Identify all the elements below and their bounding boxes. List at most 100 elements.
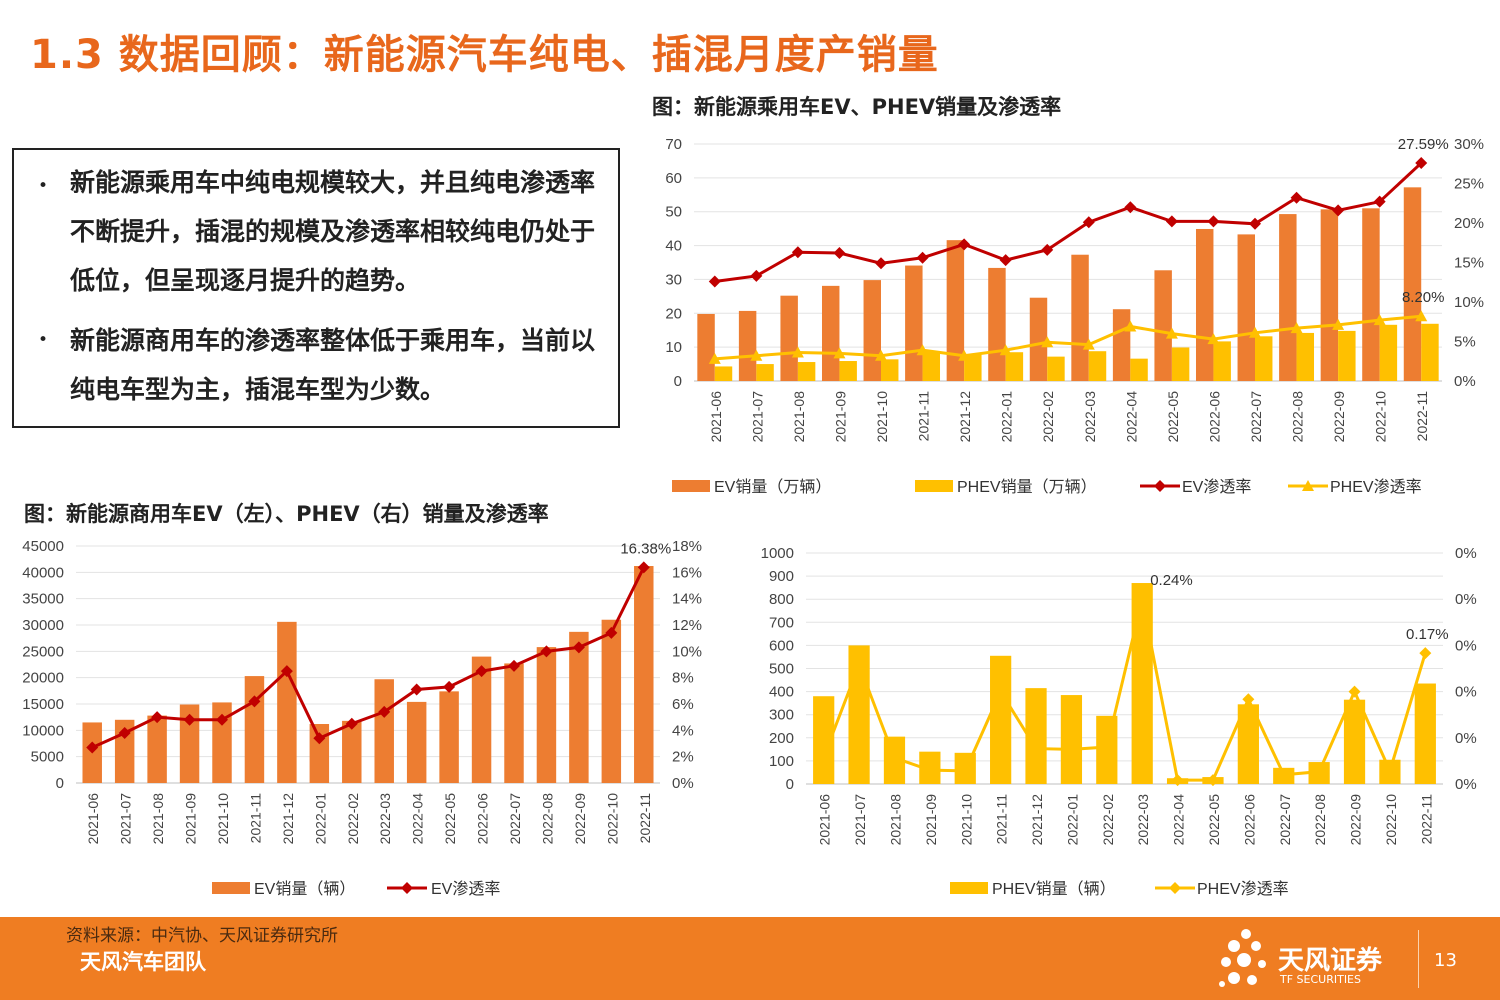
y-tick-left: 60 <box>665 170 682 187</box>
x-tick-label: 2021-06 <box>85 793 101 845</box>
x-tick-label: 2021-06 <box>817 794 833 846</box>
y-tick-right: 16% <box>672 564 702 581</box>
y-tick-right: 4% <box>672 722 694 739</box>
line-marker <box>1082 216 1095 229</box>
bar <box>988 267 1006 381</box>
bar <box>569 631 589 783</box>
line-marker <box>1082 338 1095 350</box>
bar <box>1213 341 1231 381</box>
y-tick-right: 6% <box>672 696 694 713</box>
line-marker <box>1206 774 1219 787</box>
legend-swatch <box>915 480 953 492</box>
team-name: 天风汽车团队 <box>80 950 206 974</box>
y-tick-right: 5% <box>1454 334 1476 351</box>
bar <box>342 720 362 783</box>
brand-name-en: TF SECURITIES <box>1280 973 1361 986</box>
page-title: 1.3 数据回顾：新能源汽车纯电、插混月度产销量 <box>30 32 939 78</box>
x-tick-label: 2022-01 <box>999 391 1015 443</box>
bar <box>1088 351 1107 381</box>
y-tick-left: 30000 <box>22 617 64 634</box>
line-marker <box>1030 742 1043 755</box>
legend-label: PHEV销量（辆） <box>992 880 1116 898</box>
bar <box>863 280 881 381</box>
x-tick-label: 2022-06 <box>475 793 491 845</box>
x-tick-label: 2021-12 <box>1029 794 1045 846</box>
x-tick-label: 2022-11 <box>1414 391 1430 442</box>
line-marker <box>1313 765 1326 778</box>
flower-logo-icon <box>1219 929 1266 987</box>
bar <box>1237 234 1255 381</box>
y-tick-left: 300 <box>769 707 794 724</box>
line-marker <box>1207 333 1220 345</box>
x-tick-label: 2022-11 <box>637 793 653 844</box>
line-marker <box>958 349 971 361</box>
x-tick-label: 2022-02 <box>345 793 361 845</box>
line-marker <box>508 659 520 672</box>
legend-label: PHEV销量（万辆） <box>957 478 1097 496</box>
line-marker <box>1373 195 1386 208</box>
x-tick-label: 2022-06 <box>1206 391 1222 443</box>
line-marker <box>378 705 391 718</box>
legend-label: PHEV渗透率 <box>1197 880 1289 898</box>
line-marker <box>540 645 553 658</box>
y-tick-left: 30 <box>665 271 682 288</box>
y-tick-left: 600 <box>769 637 794 654</box>
x-tick-label: 2022-01 <box>1064 794 1080 846</box>
x-tick-label: 2021-07 <box>749 391 765 443</box>
bar <box>1171 347 1190 381</box>
series-line <box>714 161 1423 283</box>
line-marker <box>1383 764 1396 777</box>
x-tick-label: 2022-05 <box>442 793 458 845</box>
line-marker <box>708 275 721 288</box>
legend-swatch <box>212 882 250 894</box>
line-marker <box>999 344 1012 356</box>
y-tick-left: 20 <box>665 305 682 322</box>
line-marker <box>1041 243 1054 256</box>
x-tick-label: 2021-10 <box>874 391 890 443</box>
line-marker <box>791 346 804 358</box>
x-tick-label: 2021-11 <box>247 793 263 844</box>
line-marker <box>443 680 456 693</box>
bullet-symbol: • <box>38 330 49 350</box>
line-marker <box>833 247 846 260</box>
bar <box>881 359 899 381</box>
bar <box>1403 187 1422 381</box>
legend-label: PHEV渗透率 <box>1330 478 1422 496</box>
x-tick-label: 2021-11 <box>994 794 1010 845</box>
line-marker <box>605 626 618 639</box>
legend-marker <box>401 882 413 894</box>
line-marker <box>86 741 99 754</box>
line-marker <box>1124 320 1137 332</box>
x-tick-label: 2022-09 <box>572 793 588 845</box>
bar <box>1154 270 1172 381</box>
y-tick-left: 25000 <box>22 643 64 660</box>
bar <box>147 715 167 783</box>
x-tick-label: 2022-03 <box>377 793 393 845</box>
line-marker <box>1373 314 1386 326</box>
x-tick-label: 2022-07 <box>1248 391 1264 443</box>
line-marker <box>475 665 488 678</box>
bar <box>1112 309 1131 381</box>
x-tick-label: 2021-08 <box>887 794 903 846</box>
line-marker <box>1041 336 1054 348</box>
y-tick-left: 15000 <box>22 696 64 713</box>
y-tick-left: 1000 <box>761 545 794 562</box>
bar <box>1320 209 1339 381</box>
bar <box>839 361 857 381</box>
bar <box>1005 352 1024 381</box>
x-tick-label: 2022-04 <box>410 793 426 845</box>
bar <box>1071 254 1089 381</box>
bar <box>634 566 654 783</box>
brand-name: 天风证券 <box>1278 946 1383 976</box>
series-line <box>714 314 1422 361</box>
x-tick-label: 2021-07 <box>852 794 868 846</box>
x-tick-label: 2021-12 <box>957 391 973 443</box>
bar <box>1343 699 1366 784</box>
x-tick-label: 2022-04 <box>1123 391 1139 443</box>
bar <box>1029 297 1048 381</box>
x-tick-label: 2021-08 <box>791 391 807 443</box>
bar <box>277 621 297 783</box>
y-tick-left: 0 <box>786 776 794 793</box>
x-tick-label: 2022-05 <box>1165 391 1181 443</box>
line-marker <box>1290 322 1303 334</box>
